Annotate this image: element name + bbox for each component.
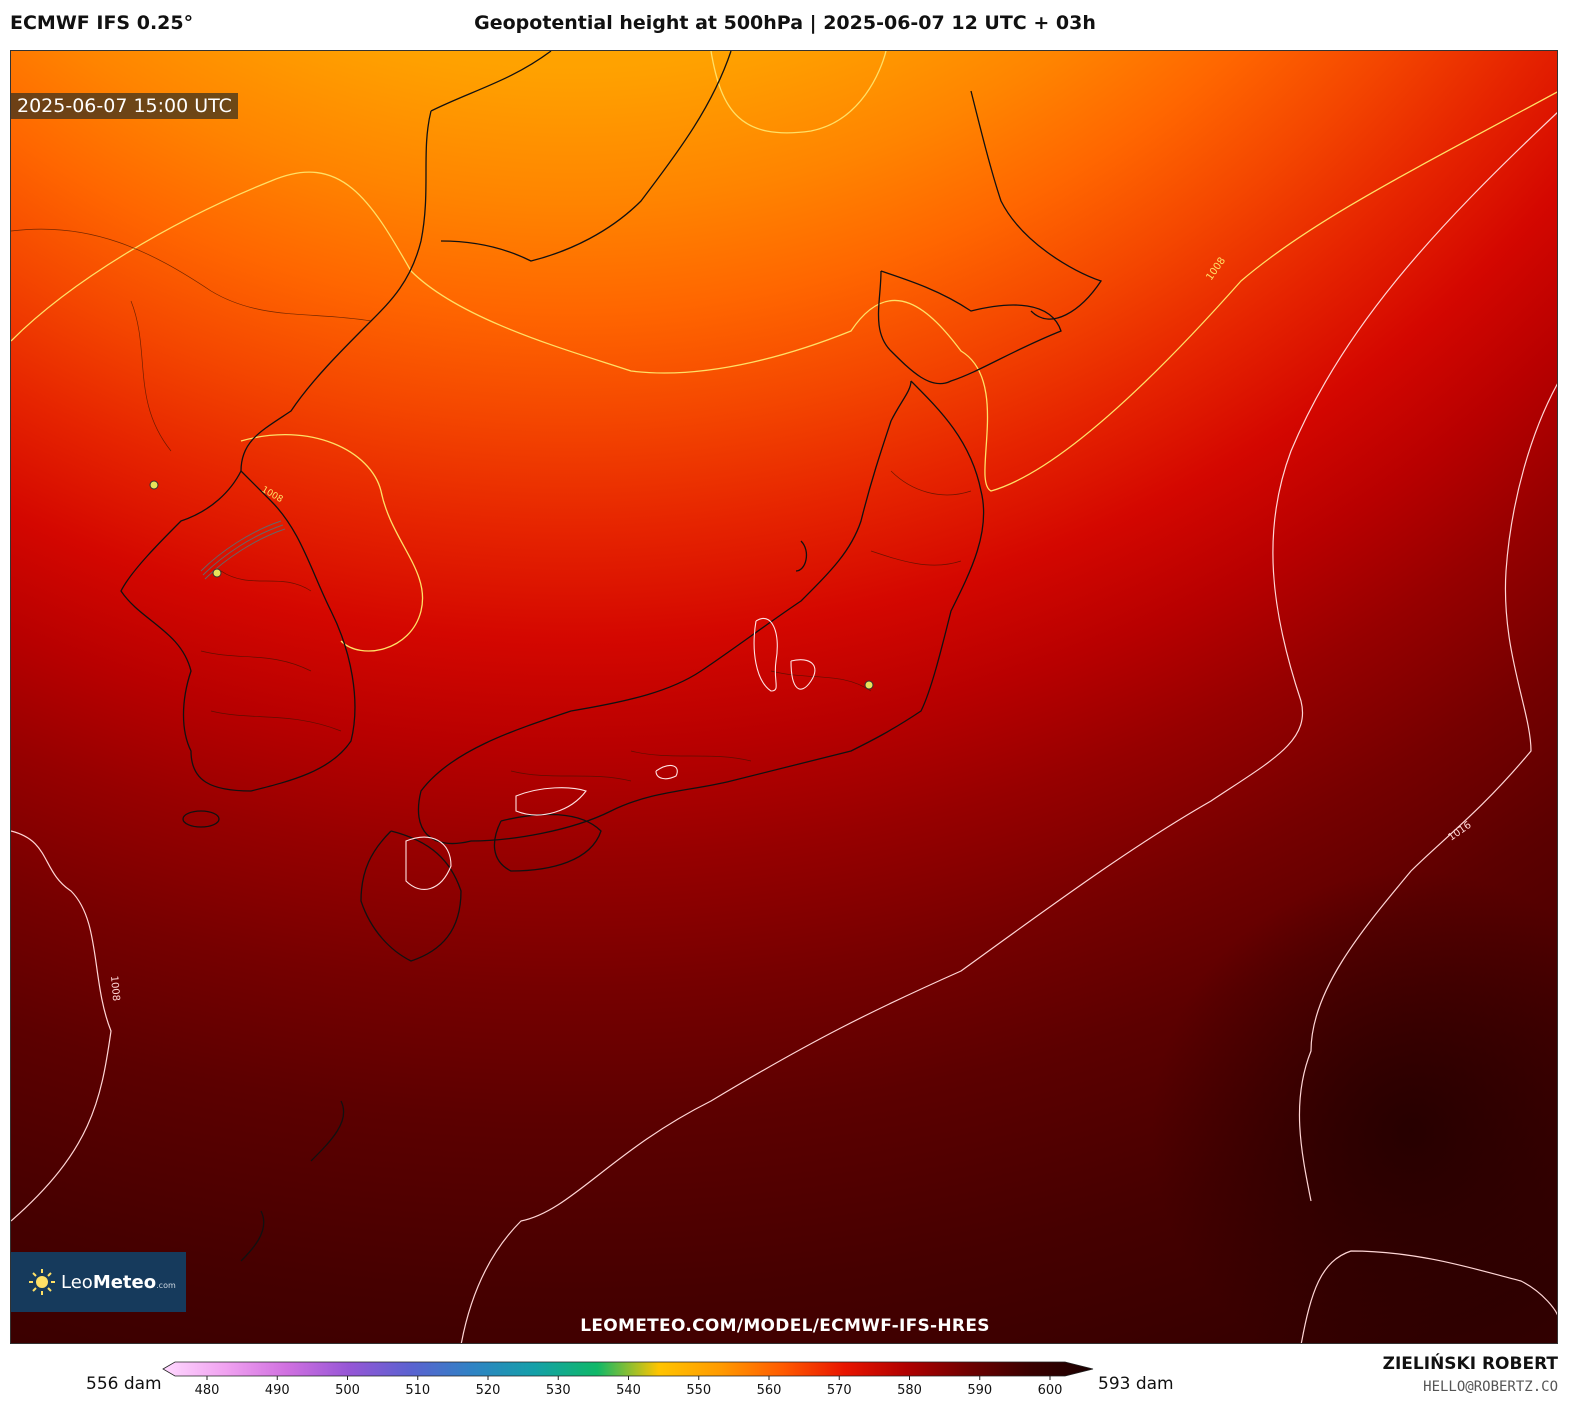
colorbar-tick-label: 520 [476, 1383, 501, 1398]
geopotential-field: 1008 1008 1008 1016 [11, 51, 1557, 1343]
city-marker-seoul [212, 568, 222, 578]
logo-text: LeoMeteo.com [61, 1272, 176, 1293]
isobar-label-1008-c: 1008 [108, 975, 121, 1001]
isobar-1008-north [11, 51, 1557, 652]
colorbar: 480 490 500 510 520 530 540 550 560 570 580 590 600 [162, 1361, 1094, 1398]
watermark-url[interactable]: LEOMETEO.COM/MODEL/ECMWF-IFS-HRES [580, 1316, 990, 1336]
map-panel: 1008 1008 1008 1016 [10, 50, 1558, 1344]
coastlines [120, 51, 1103, 1262]
colorbar-tick-label: 590 [967, 1383, 992, 1398]
colorbar-panel: 556 dam 480 490 500 510 520 530 540 550 560 570 58… [0, 1350, 1570, 1404]
sun-icon [29, 1269, 55, 1295]
colorbar-min-label: 556 dam [86, 1374, 162, 1394]
author-name: ZIELIŃSKI ROBERT [1382, 1354, 1558, 1374]
logo-text-suffix: .com [156, 1280, 176, 1290]
height-contours-local [405, 618, 816, 890]
model-name: ECMWF IFS 0.25° [10, 12, 194, 34]
city-marker-pyongyang [149, 480, 159, 490]
colorbar-tick-label: 530 [546, 1383, 571, 1398]
colorbar-tick-label: 540 [616, 1383, 641, 1398]
city-marker-tokyo [864, 680, 874, 690]
border-line [200, 520, 286, 580]
valid-time-badge: 2025-06-07 15:00 UTC [11, 93, 238, 119]
leometeo-logo[interactable]: LeoMeteo.com [11, 1252, 186, 1312]
colorbar-bar [162, 1361, 1094, 1377]
colorbar-tick-label: 510 [405, 1383, 430, 1398]
logo-text-light: Leo [61, 1271, 93, 1293]
colorbar-max-label: 593 dam [1098, 1374, 1174, 1394]
colorbar-tick-label: 550 [686, 1383, 711, 1398]
isobar-white [11, 112, 1557, 1343]
author-email[interactable]: HELLO@ROBERTZ.CO [1423, 1379, 1558, 1395]
colorbar-tick-label: 570 [827, 1383, 852, 1398]
colorbar-tick-label: 490 [265, 1383, 290, 1398]
colorbar-tick-label: 580 [897, 1383, 922, 1398]
city-markers [149, 480, 874, 690]
colorbar-tick-label: 560 [757, 1383, 782, 1398]
colorbar-tick-label: 600 [1038, 1383, 1063, 1398]
admin-boundaries [11, 228, 972, 782]
logo-text-bold: Meteo [92, 1271, 157, 1293]
colorbar-tick-label: 480 [195, 1383, 220, 1398]
colorbar-tick-label: 500 [335, 1383, 360, 1398]
chart-title: Geopotential height at 500hPa | 2025-06-… [474, 12, 1096, 34]
